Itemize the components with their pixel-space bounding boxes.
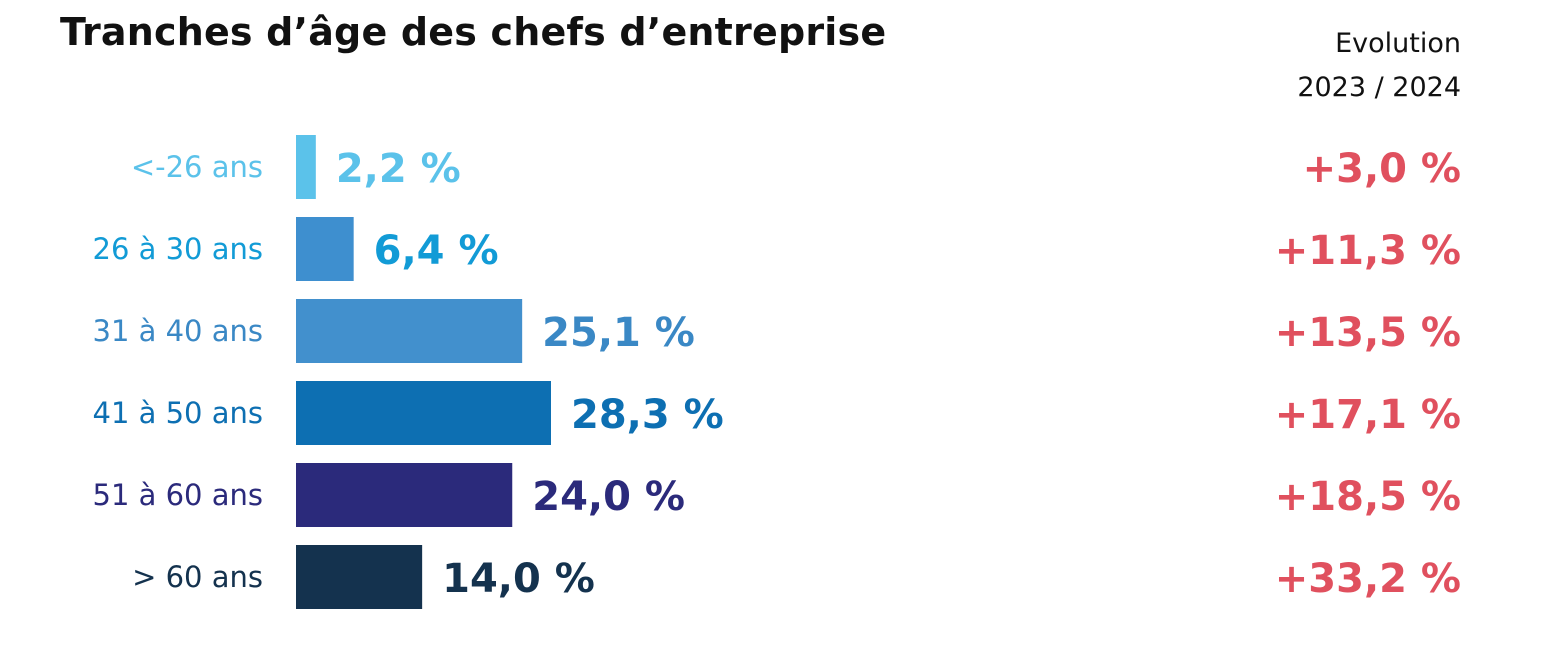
bar bbox=[296, 135, 316, 199]
evolution-label: +17,1 % bbox=[1275, 392, 1461, 438]
evolution-label: +33,2 % bbox=[1275, 556, 1461, 602]
evolution-header-line2: 2023 / 2024 bbox=[1297, 72, 1461, 103]
category-label: 31 à 40 ans bbox=[93, 314, 264, 348]
evolution-header: Evolution 2023 / 2024 bbox=[1297, 22, 1461, 110]
value-label: 6,4 % bbox=[374, 228, 499, 274]
bar bbox=[296, 381, 551, 445]
evolution-label: +13,5 % bbox=[1275, 310, 1461, 356]
evolution-label: +11,3 % bbox=[1275, 228, 1461, 274]
category-label: > 60 ans bbox=[132, 560, 263, 594]
category-label: <-26 ans bbox=[131, 150, 263, 184]
evolution-header-line1: Evolution bbox=[1335, 28, 1461, 59]
category-label: 51 à 60 ans bbox=[93, 478, 264, 512]
value-label: 28,3 % bbox=[571, 392, 724, 438]
chart-title: Tranches d’âge des chefs d’entreprise bbox=[60, 10, 887, 54]
value-label: 2,2 % bbox=[336, 146, 461, 192]
value-label: 25,1 % bbox=[542, 310, 695, 356]
bar bbox=[296, 217, 354, 281]
bar bbox=[296, 463, 513, 527]
value-label: 24,0 % bbox=[532, 474, 685, 520]
bar bbox=[296, 299, 523, 363]
category-label: 41 à 50 ans bbox=[93, 396, 264, 430]
bar bbox=[296, 545, 423, 609]
evolution-label: +18,5 % bbox=[1275, 474, 1461, 520]
value-label: 14,0 % bbox=[442, 556, 595, 602]
evolution-label: +3,0 % bbox=[1303, 146, 1461, 192]
category-label: 26 à 30 ans bbox=[93, 232, 264, 266]
